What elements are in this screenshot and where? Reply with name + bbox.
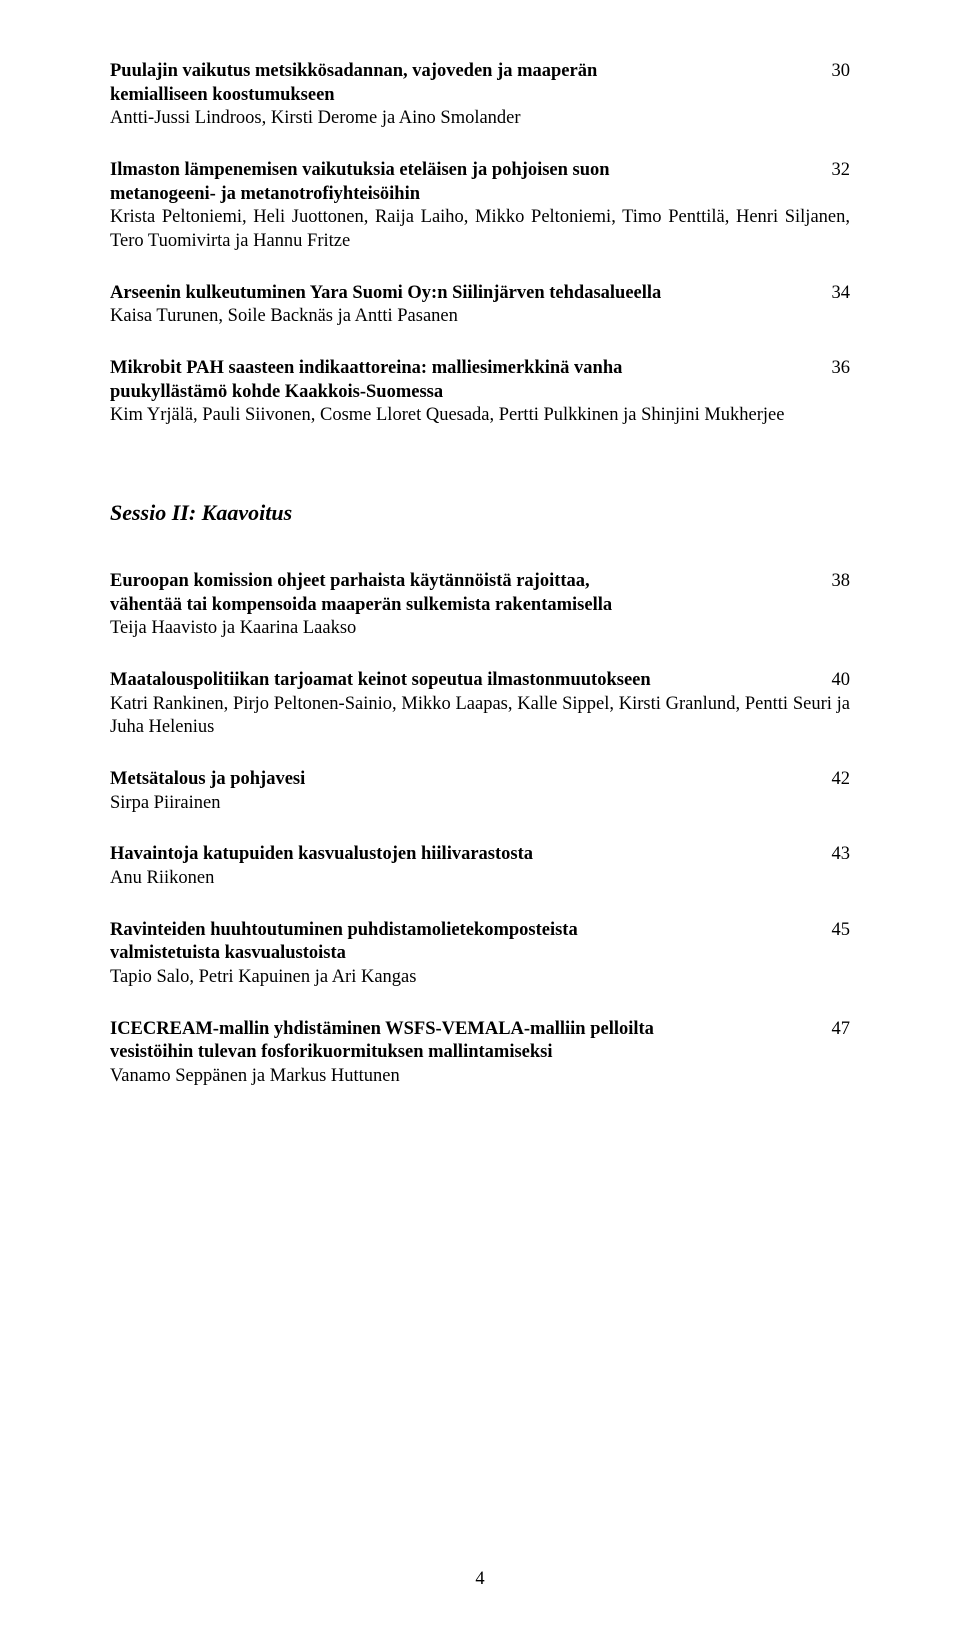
toc-entry-authors: Anu Riikonen: [110, 867, 850, 891]
toc-entry-page: 36: [832, 357, 851, 381]
toc-entry-title: Ravinteiden huuhtoutuminen puhdistamolie…: [110, 919, 832, 966]
toc-entry-header: Ilmaston lämpenemisen vaikutuksia eteläi…: [110, 159, 850, 206]
toc-entry-title: Puulajin vaikutus metsikkösadannan, vajo…: [110, 60, 832, 107]
page-number: 4: [0, 1569, 960, 1590]
toc-entry-header: Arseenin kulkeutuminen Yara Suomi Oy:n S…: [110, 282, 850, 306]
toc-entry: Arseenin kulkeutuminen Yara Suomi Oy:n S…: [110, 282, 850, 329]
toc-entry-header: Maatalouspolitiikan tarjoamat keinot sop…: [110, 669, 850, 693]
toc-entry-header: Havaintoja katupuiden kasvualustojen hii…: [110, 843, 850, 867]
toc-entry-title: Mikrobit PAH saasteen indikaattoreina: m…: [110, 357, 832, 404]
toc-entry: Ilmaston lämpenemisen vaikutuksia eteläi…: [110, 159, 850, 254]
toc-entry-authors: Krista Peltoniemi, Heli Juottonen, Raija…: [110, 206, 850, 253]
toc-entry-page: 43: [832, 843, 851, 867]
toc-entry-authors: Sirpa Piirainen: [110, 792, 850, 816]
toc-entry-page: 40: [832, 669, 851, 693]
toc-entry-page: 30: [832, 60, 851, 84]
toc-entry: Mikrobit PAH saasteen indikaattoreina: m…: [110, 357, 850, 428]
toc-entry-page: 34: [832, 282, 851, 306]
toc-entry-title: ICECREAM-mallin yhdistäminen WSFS-VEMALA…: [110, 1018, 832, 1065]
toc-entry: Puulajin vaikutus metsikkösadannan, vajo…: [110, 60, 850, 131]
toc-entry-title: Arseenin kulkeutuminen Yara Suomi Oy:n S…: [110, 282, 832, 306]
toc-entry-page: 42: [832, 768, 851, 792]
toc-entry-title: Maatalouspolitiikan tarjoamat keinot sop…: [110, 669, 832, 693]
page: Puulajin vaikutus metsikkösadannan, vajo…: [0, 0, 960, 1626]
toc-entry-authors: Katri Rankinen, Pirjo Peltonen-Sainio, M…: [110, 693, 850, 740]
toc-entry-page: 38: [832, 570, 851, 594]
toc-entry-authors: Teija Haavisto ja Kaarina Laakso: [110, 617, 850, 641]
toc-entry-authors: Vanamo Seppänen ja Markus Huttunen: [110, 1065, 850, 1089]
toc-entry-header: Mikrobit PAH saasteen indikaattoreina: m…: [110, 357, 850, 404]
toc-entry-page: 47: [832, 1018, 851, 1042]
toc-entry-header: Euroopan komission ohjeet parhaista käyt…: [110, 570, 850, 617]
toc-entry-title: Havaintoja katupuiden kasvualustojen hii…: [110, 843, 832, 867]
toc-entry: Havaintoja katupuiden kasvualustojen hii…: [110, 843, 850, 890]
toc-entry: Metsätalous ja pohjavesi42Sirpa Piiraine…: [110, 768, 850, 815]
toc-entry-page: 45: [832, 919, 851, 943]
toc-entry-title: Euroopan komission ohjeet parhaista käyt…: [110, 570, 832, 617]
toc-entry: Maatalouspolitiikan tarjoamat keinot sop…: [110, 669, 850, 740]
entries-top-group: Puulajin vaikutus metsikkösadannan, vajo…: [110, 60, 850, 428]
toc-entry: Euroopan komission ohjeet parhaista käyt…: [110, 570, 850, 641]
toc-entry-authors: Antti-Jussi Lindroos, Kirsti Derome ja A…: [110, 107, 850, 131]
entries-bottom-group: Euroopan komission ohjeet parhaista käyt…: [110, 570, 850, 1089]
toc-entry-header: Metsätalous ja pohjavesi42: [110, 768, 850, 792]
toc-entry-authors: Kim Yrjälä, Pauli Siivonen, Cosme Lloret…: [110, 404, 850, 428]
toc-entry-authors: Kaisa Turunen, Soile Backnäs ja Antti Pa…: [110, 305, 850, 329]
toc-entry-header: Ravinteiden huuhtoutuminen puhdistamolie…: [110, 919, 850, 966]
toc-entry-title: Metsätalous ja pohjavesi: [110, 768, 832, 792]
toc-entry-title: Ilmaston lämpenemisen vaikutuksia eteläi…: [110, 159, 832, 206]
toc-entry-authors: Tapio Salo, Petri Kapuinen ja Ari Kangas: [110, 966, 850, 990]
session-heading: Sessio II: Kaavoitus: [110, 500, 850, 526]
toc-entry: ICECREAM-mallin yhdistäminen WSFS-VEMALA…: [110, 1018, 850, 1089]
toc-entry-page: 32: [832, 159, 851, 183]
toc-entry-header: ICECREAM-mallin yhdistäminen WSFS-VEMALA…: [110, 1018, 850, 1065]
toc-entry-header: Puulajin vaikutus metsikkösadannan, vajo…: [110, 60, 850, 107]
toc-entry: Ravinteiden huuhtoutuminen puhdistamolie…: [110, 919, 850, 990]
